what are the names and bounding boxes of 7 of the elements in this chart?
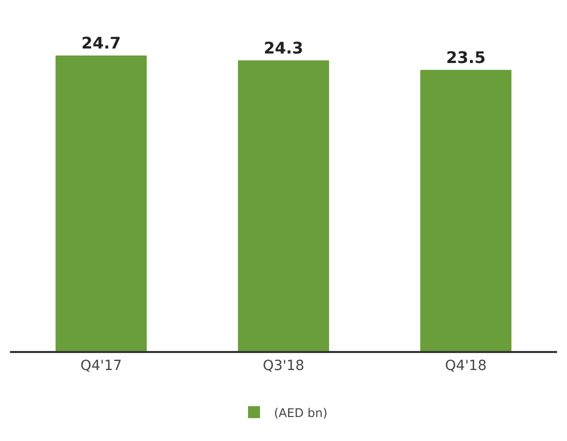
data-label: 23.5 (446, 48, 486, 67)
x-tick-label: Q3'18 (262, 358, 304, 374)
legend-label: (AED bn) (274, 406, 328, 420)
x-tick-label: Q4'17 (80, 358, 122, 374)
data-label: 24.3 (264, 38, 304, 58)
data-label: 24.7 (81, 34, 121, 53)
x-tick-label: Q4'18 (445, 358, 487, 374)
